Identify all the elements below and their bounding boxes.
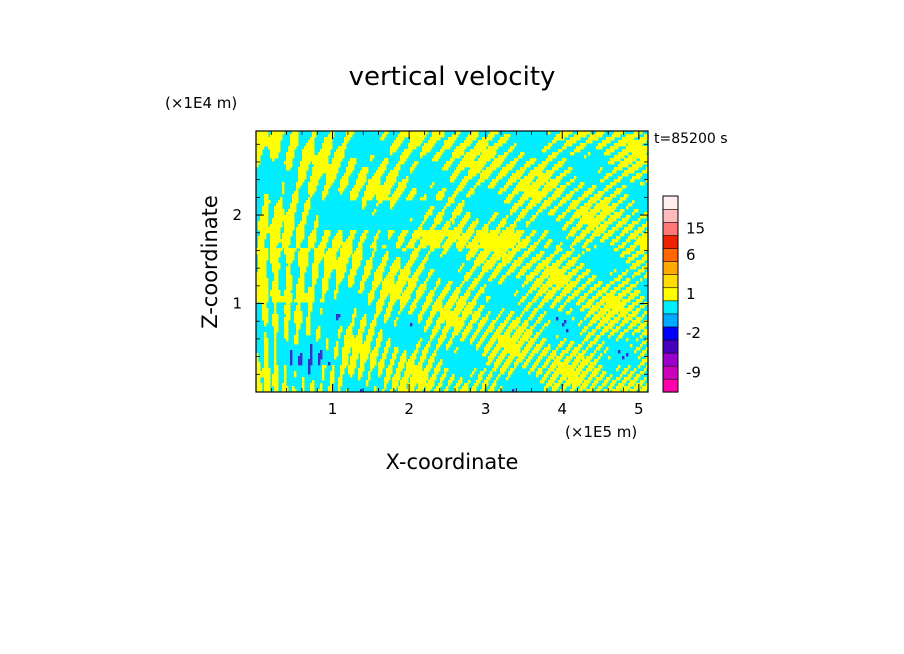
x-tick-label: 2 [404,400,414,418]
colorbar-segment [662,274,679,289]
colorbar-label: -2 [686,324,701,342]
x-unit-label: (×1E5 m) [565,423,637,441]
x-axis-label: X-coordinate [386,450,519,474]
x-tick-label: 3 [481,400,491,418]
x-tick-label: 5 [634,400,644,418]
colorbar-segment [662,300,679,315]
colorbar-label: 15 [686,220,705,238]
colorbar-segment [662,261,679,275]
y-tick-label: 1 [232,295,242,313]
colorbar-label: -9 [686,363,701,381]
colorbar-segment [662,234,679,249]
chart-title: vertical velocity [349,62,556,92]
colorbar-segment [662,208,679,223]
colorbar: -9 -2 1 6 15 [662,195,705,393]
colorbar-segment [662,287,679,302]
colorbar-label: 6 [686,246,696,264]
x-axis: 1 2 3 4 5 [270,131,644,418]
y-axis: 12 [232,143,648,375]
colorbar-segment [662,247,679,262]
y-unit-label: (×1E4 m) [165,94,237,112]
colorbar-segment [662,195,679,210]
x-tick-label: 4 [557,400,567,418]
colorbar-segment [662,365,679,380]
y-axis-label: Z-coordinate [198,195,222,329]
colorbar-frame [662,195,679,393]
plot-frame [255,130,649,393]
colorbar-segment [662,313,679,328]
y-tick-label: 2 [232,206,242,224]
colorbar-label: 1 [686,285,696,303]
x-tick-label: 1 [328,400,338,418]
colorbar-segment [662,339,679,354]
colorbar-segment [662,326,679,341]
colorbar-segment [662,378,679,393]
colorbar-segment [662,221,679,236]
velocity-field [256,131,649,393]
time-label: t=85200 s [654,131,728,147]
colorbar-segment [662,352,679,367]
